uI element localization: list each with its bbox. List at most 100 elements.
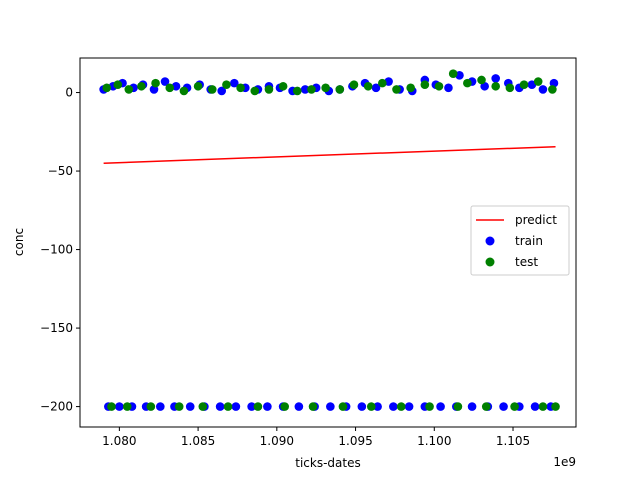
- point-test: [434, 81, 444, 91]
- point-test: [425, 402, 434, 411]
- point-test: [253, 402, 263, 411]
- y-axis-label: conc: [12, 228, 26, 256]
- y-tick-label: −50: [48, 164, 73, 178]
- point-train: [160, 77, 170, 86]
- axes-frame: [79, 57, 577, 428]
- point-test: [335, 85, 345, 94]
- point-train: [156, 402, 165, 411]
- point-test: [538, 402, 548, 411]
- point-test: [122, 402, 132, 411]
- points-layer: [99, 69, 560, 411]
- point-train: [263, 402, 272, 411]
- series-line-predict: [103, 145, 556, 164]
- x-axis-label: ticks-dates: [295, 456, 360, 470]
- x-tick-label: 1.095: [338, 434, 372, 448]
- legend-predict-label: predict: [515, 213, 557, 227]
- point-test: [338, 402, 348, 411]
- point-test: [146, 402, 156, 411]
- point-train: [231, 402, 241, 411]
- point-test: [223, 402, 233, 411]
- point-train: [371, 83, 381, 93]
- point-test: [308, 402, 318, 411]
- line-layer: [103, 145, 556, 164]
- point-train: [491, 74, 500, 83]
- legend: predict train test: [470, 205, 570, 276]
- point-test: [193, 81, 203, 91]
- point-test: [151, 78, 160, 88]
- point-test: [264, 85, 274, 94]
- legend-train-label: train: [515, 234, 543, 248]
- point-test: [392, 85, 401, 94]
- point-test: [107, 402, 116, 411]
- point-train: [215, 402, 225, 411]
- point-test: [102, 83, 112, 93]
- x-axis-ticks: 1.080 1.085 1.090 1.095 1.100 1.105: [102, 427, 530, 448]
- point-train: [230, 78, 239, 88]
- point-test: [307, 85, 316, 94]
- y-axis-ticks: 0 −50 −100 −150 −200: [40, 86, 80, 414]
- point-test: [250, 86, 260, 96]
- point-train: [217, 86, 227, 96]
- x-tick-label: 1.085: [181, 434, 215, 448]
- legend-box: [470, 205, 570, 276]
- point-test: [551, 402, 560, 411]
- point-test: [179, 86, 189, 96]
- point-test: [367, 402, 376, 411]
- x-tick-label: 1.090: [260, 434, 294, 448]
- point-test: [198, 402, 208, 411]
- point-test: [406, 83, 415, 93]
- point-test: [396, 402, 406, 411]
- point-test: [236, 83, 245, 93]
- point-train: [185, 402, 195, 411]
- point-test: [491, 81, 500, 91]
- legend-test-swatch: [485, 257, 495, 267]
- point-test: [378, 78, 387, 88]
- point-test: [519, 80, 529, 89]
- point-train: [530, 402, 540, 411]
- point-train: [357, 402, 367, 411]
- point-test: [113, 80, 123, 89]
- y-tick-label: −150: [40, 321, 73, 335]
- point-train: [373, 402, 382, 411]
- x-tick-label: 1.080: [102, 434, 136, 448]
- point-test: [505, 83, 515, 93]
- point-train: [115, 402, 124, 411]
- point-train: [436, 402, 445, 411]
- x-offset-label: 1e9: [553, 455, 576, 469]
- x-tick-label: 1.105: [496, 434, 530, 448]
- point-test: [548, 85, 557, 94]
- point-train: [300, 85, 310, 94]
- point-test: [463, 78, 472, 88]
- point-test: [165, 83, 175, 93]
- point-train: [389, 402, 398, 411]
- point-test: [222, 80, 231, 89]
- point-train: [538, 85, 548, 94]
- legend-train-swatch: [485, 236, 495, 246]
- y-tick-label: −200: [40, 400, 73, 414]
- point-train: [499, 402, 508, 411]
- point-train: [444, 83, 453, 93]
- point-test: [481, 402, 491, 411]
- y-tick-label: 0: [65, 86, 73, 100]
- point-test: [124, 85, 134, 94]
- point-test: [207, 85, 217, 94]
- point-train: [326, 402, 335, 411]
- point-test: [453, 402, 463, 411]
- point-test: [278, 81, 288, 91]
- legend-test-label: test: [515, 255, 538, 269]
- plot-area: [99, 69, 560, 411]
- point-train: [404, 402, 414, 411]
- point-test: [363, 81, 373, 91]
- point-test: [349, 80, 359, 89]
- point-train: [467, 402, 477, 411]
- point-test: [280, 402, 289, 411]
- point-test: [477, 75, 486, 85]
- point-test: [292, 86, 302, 96]
- x-tick-label: 1.100: [417, 434, 451, 448]
- y-tick-label: −100: [40, 243, 73, 257]
- point-test: [321, 83, 330, 93]
- point-test: [510, 402, 519, 411]
- point-train: [294, 402, 304, 411]
- point-train: [247, 402, 256, 411]
- point-test: [174, 402, 184, 411]
